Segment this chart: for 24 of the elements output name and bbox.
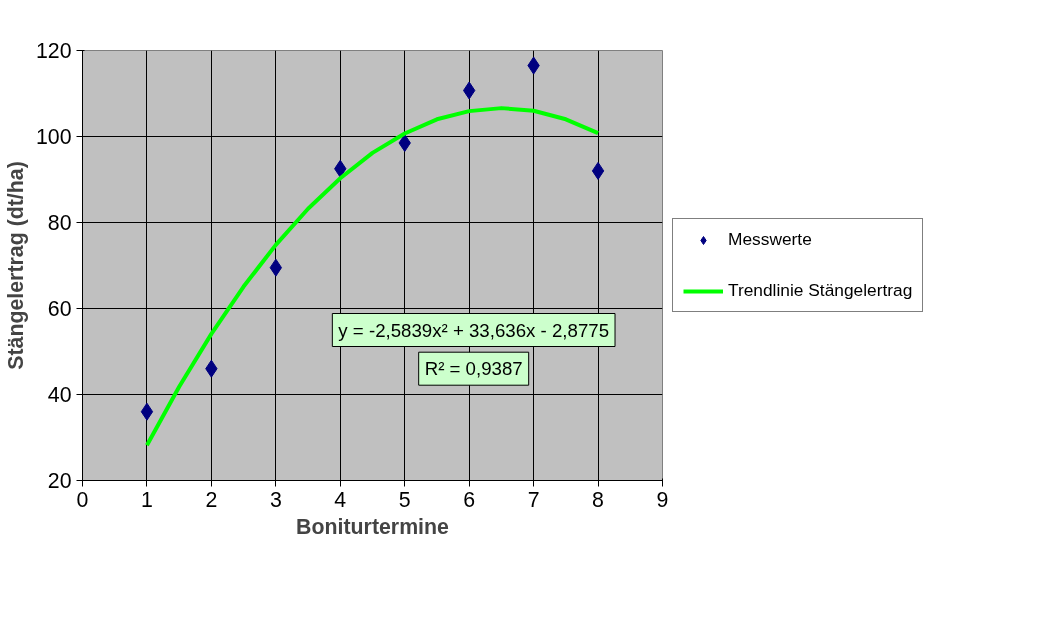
point bbox=[591, 161, 605, 180]
x-tick-label: 1 bbox=[141, 487, 153, 512]
y-tick-label: 60 bbox=[47, 297, 72, 321]
annotation: R² = 0,9387 bbox=[424, 358, 523, 380]
legend-label: Messwerte bbox=[728, 229, 812, 250]
x-tick-label: 0 bbox=[76, 487, 89, 512]
y-tick-label: 40 bbox=[47, 383, 72, 407]
x-tick-label: 7 bbox=[527, 487, 540, 512]
x-tick-label: 2 bbox=[205, 487, 218, 512]
x-tick-label: 6 bbox=[463, 487, 476, 512]
x-tick-label: 8 bbox=[592, 487, 604, 512]
point bbox=[140, 402, 154, 421]
x-axis-title: Boniturtermine bbox=[296, 514, 450, 539]
y-tick-label: 20 bbox=[47, 469, 72, 493]
annotation: y = -2,5839x² + 33,636x - 2,8775 bbox=[338, 319, 610, 341]
x-tick-label: 9 bbox=[656, 487, 669, 512]
y-tick-label: 120 bbox=[35, 39, 72, 63]
x-tick-label: 5 bbox=[398, 487, 411, 512]
y-tick-label: 80 bbox=[47, 211, 72, 235]
y-axis-title: Stängelertrag (dt/ha) bbox=[3, 161, 28, 370]
x-tick-label: 3 bbox=[269, 487, 282, 512]
y-tick-label: 100 bbox=[35, 125, 72, 149]
x-tick-label: 4 bbox=[334, 487, 347, 512]
legend-label: Trendlinie Stängelertrag bbox=[728, 280, 913, 301]
